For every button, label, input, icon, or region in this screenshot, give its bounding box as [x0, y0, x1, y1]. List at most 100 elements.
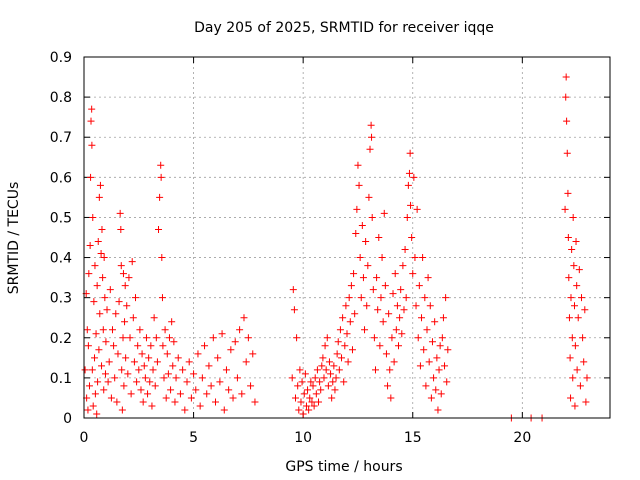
data-point — [366, 145, 374, 153]
data-point — [567, 294, 575, 302]
data-point — [134, 342, 142, 350]
data-point — [402, 294, 410, 302]
data-point — [92, 330, 100, 338]
data-point — [170, 338, 178, 346]
data-point — [247, 382, 255, 390]
data-point — [90, 298, 98, 306]
data-point — [561, 205, 569, 213]
data-point — [369, 286, 377, 294]
data-point — [582, 398, 590, 406]
data-point — [123, 302, 131, 310]
data-point — [153, 358, 161, 366]
data-point — [148, 402, 156, 410]
data-point — [110, 342, 118, 350]
data-point — [423, 326, 431, 334]
data-point — [418, 314, 426, 322]
data-point — [334, 338, 342, 346]
data-point — [310, 402, 318, 410]
data-point — [393, 302, 401, 310]
data-point — [413, 205, 421, 213]
data-point — [409, 270, 417, 278]
data-point — [390, 358, 398, 366]
data-point — [167, 386, 175, 394]
data-point — [382, 350, 390, 358]
data-point — [566, 354, 574, 362]
data-point — [348, 346, 356, 354]
data-point — [378, 254, 386, 262]
data-point — [442, 294, 450, 302]
y-tick-label: 0.6 — [50, 170, 72, 186]
data-point — [294, 382, 302, 390]
data-point — [400, 306, 408, 314]
data-point — [431, 318, 439, 326]
data-point — [117, 225, 125, 233]
data-point — [397, 286, 405, 294]
data-point — [91, 262, 99, 270]
data-point — [336, 326, 344, 334]
y-tick-label: 0.9 — [50, 50, 72, 66]
data-point — [297, 398, 305, 406]
data-point — [83, 326, 91, 334]
data-point — [324, 382, 332, 390]
data-point — [355, 181, 363, 189]
data-point — [102, 338, 110, 346]
data-point — [329, 378, 337, 386]
data-point — [162, 394, 170, 402]
data-point — [164, 370, 172, 378]
x-tick-label: 0 — [80, 430, 89, 446]
y-axis-label: SRMTID / TECUs — [6, 182, 22, 295]
data-point — [126, 334, 134, 342]
data-point — [327, 370, 335, 378]
data-point — [354, 161, 362, 169]
data-point — [86, 242, 94, 250]
data-point — [412, 302, 420, 310]
data-point — [404, 181, 412, 189]
data-point — [308, 398, 316, 406]
data-point — [104, 378, 112, 386]
data-point — [99, 274, 107, 282]
data-point — [227, 346, 235, 354]
x-tick-label: 10 — [294, 430, 312, 446]
y-tick-label: 0.3 — [50, 291, 72, 307]
data-point — [325, 358, 333, 366]
data-point — [391, 270, 399, 278]
data-point — [345, 294, 353, 302]
data-point — [119, 334, 127, 342]
y-tick-label: 0.5 — [50, 210, 72, 226]
data-point — [358, 221, 366, 229]
data-point — [174, 354, 182, 362]
data-point — [229, 394, 237, 402]
data-point — [350, 270, 358, 278]
data-point — [389, 290, 397, 298]
data-point — [405, 169, 413, 177]
data-point — [140, 362, 148, 370]
data-point — [381, 282, 389, 290]
data-point — [344, 358, 352, 366]
data-point — [198, 374, 206, 382]
data-points — [81, 73, 591, 422]
data-point — [159, 342, 167, 350]
data-point — [157, 161, 165, 169]
data-point — [84, 342, 92, 350]
data-point — [368, 133, 376, 141]
data-point — [158, 254, 166, 262]
data-point — [155, 225, 163, 233]
data-point — [568, 334, 576, 342]
data-point — [194, 350, 202, 358]
data-point — [581, 306, 589, 314]
data-point — [576, 382, 584, 390]
data-point — [419, 254, 427, 262]
data-point — [157, 173, 165, 181]
data-point — [120, 382, 128, 390]
data-point — [408, 234, 416, 241]
data-point — [377, 294, 385, 302]
data-point — [296, 366, 304, 374]
data-point — [407, 201, 415, 209]
data-point — [81, 366, 89, 374]
data-point — [299, 410, 307, 418]
data-point — [98, 362, 106, 370]
data-point — [135, 366, 143, 374]
data-point — [244, 334, 252, 342]
data-point — [573, 366, 581, 374]
data-point — [100, 386, 108, 394]
